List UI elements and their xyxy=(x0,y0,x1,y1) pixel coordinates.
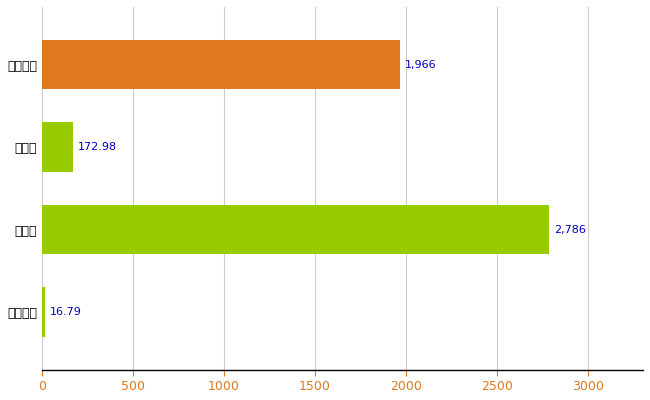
Text: 2,786: 2,786 xyxy=(554,224,586,234)
Bar xyxy=(42,287,45,337)
Text: 1,966: 1,966 xyxy=(404,60,436,70)
Bar xyxy=(42,205,549,254)
Text: 16.79: 16.79 xyxy=(49,307,81,317)
Bar xyxy=(42,40,400,89)
Bar xyxy=(42,122,73,172)
Text: 172.98: 172.98 xyxy=(78,142,117,152)
